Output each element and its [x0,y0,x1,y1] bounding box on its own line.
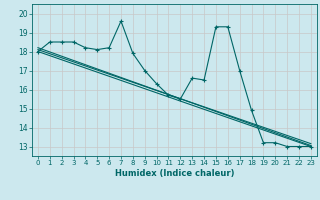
X-axis label: Humidex (Indice chaleur): Humidex (Indice chaleur) [115,169,234,178]
